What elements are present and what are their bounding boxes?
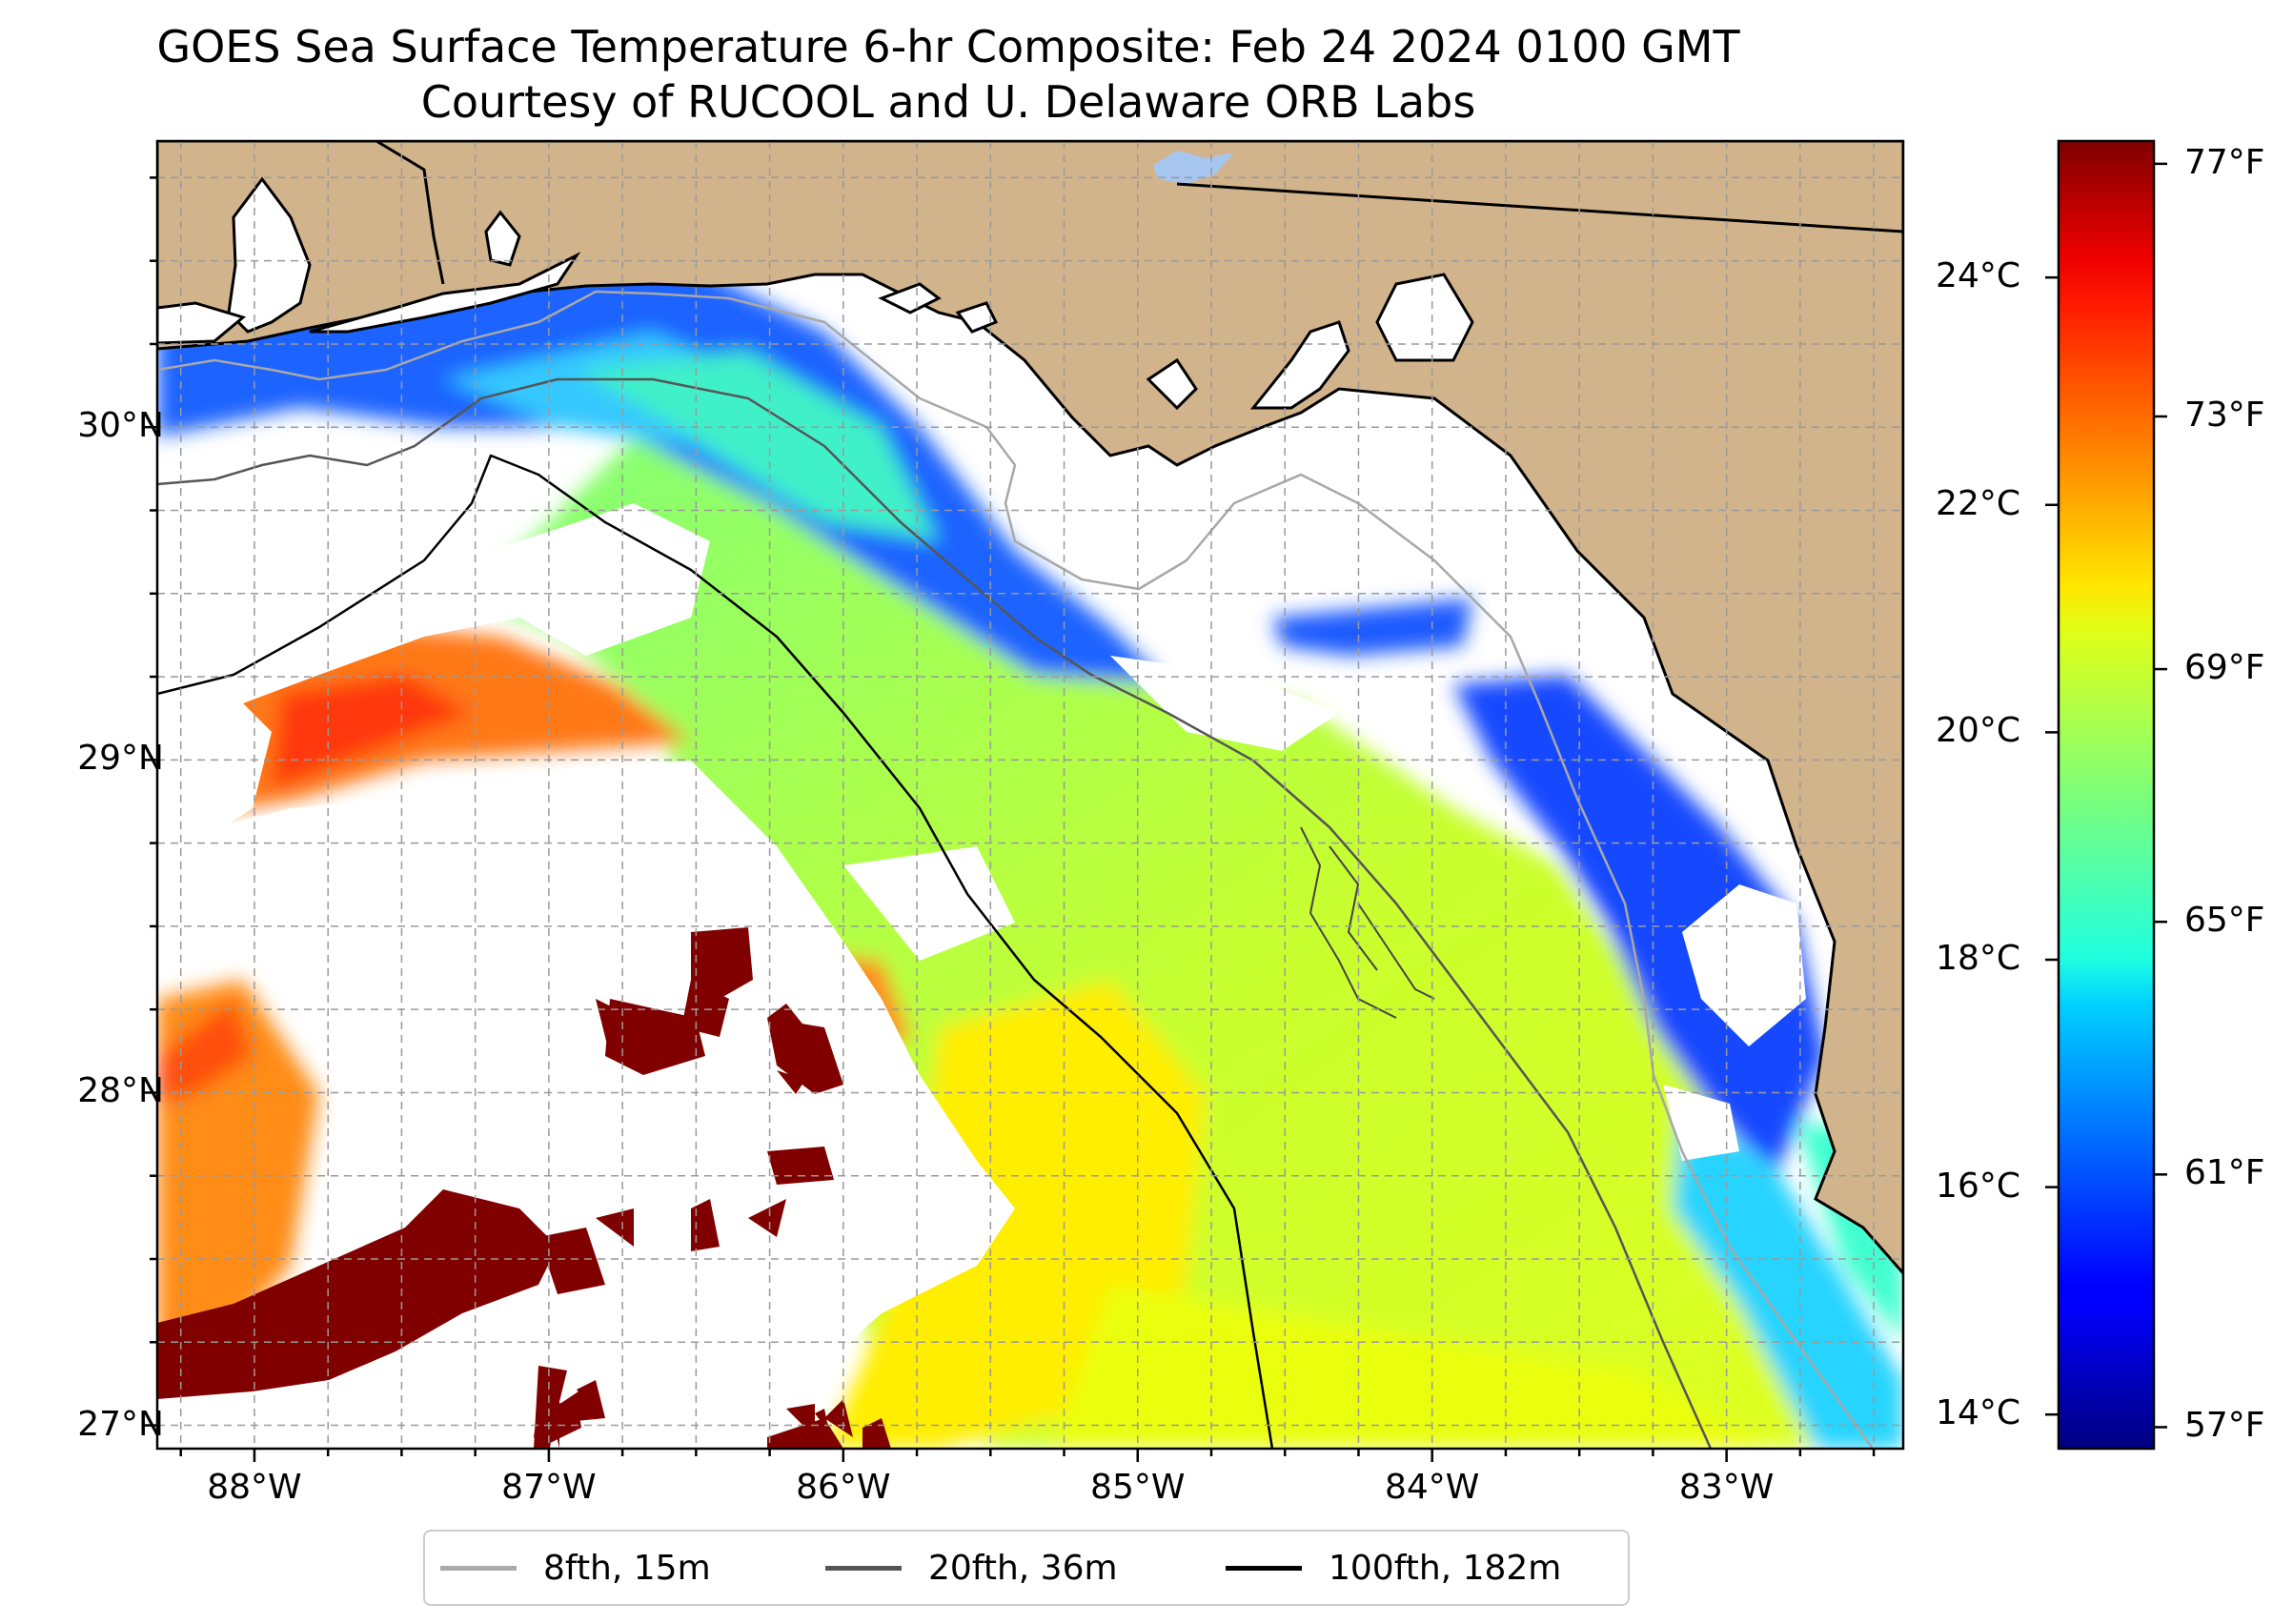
contour-8fth bbox=[157, 290, 1875, 1449]
legend-swatch bbox=[440, 1565, 517, 1571]
legend-swatch bbox=[825, 1565, 902, 1571]
lat-tick-label: 30°N bbox=[77, 406, 164, 446]
graticule bbox=[157, 141, 1903, 1449]
celsius-tick-label: 16°C bbox=[1936, 1166, 2020, 1206]
fahrenheit-tick-label: 57°F bbox=[2184, 1406, 2265, 1446]
lon-tick-label: 84°W bbox=[1384, 1468, 1480, 1507]
legend-label: 100fth, 182m bbox=[1329, 1548, 1562, 1588]
lon-tick-label: 85°W bbox=[1090, 1468, 1186, 1507]
celsius-tick-label: 14°C bbox=[1936, 1393, 2020, 1433]
legend-label: 20fth, 36m bbox=[928, 1548, 1118, 1588]
bays bbox=[157, 176, 1474, 411]
state-boundary bbox=[1176, 182, 1903, 233]
sst-map bbox=[144, 139, 1905, 1462]
lon-tick-label: 87°W bbox=[501, 1468, 597, 1507]
lat-tick-label: 27°N bbox=[77, 1404, 164, 1444]
fahrenheit-tick-label: 69°F bbox=[2184, 648, 2265, 688]
legend-item-20fth: 20fth, 36m bbox=[825, 1532, 1118, 1604]
legend-item-8fth: 8fth, 15m bbox=[440, 1532, 711, 1604]
lon-tick-label: 83°W bbox=[1678, 1468, 1775, 1507]
lat-tick-label: 29°N bbox=[77, 739, 164, 779]
celsius-tick-label: 18°C bbox=[1936, 938, 2020, 978]
fahrenheit-tick-label: 73°F bbox=[2184, 395, 2265, 435]
map-subtitle: Courtesy of RUCOOL and U. Delaware ORB L… bbox=[420, 76, 1476, 128]
lat-tick-label: 28°N bbox=[77, 1071, 164, 1111]
fahrenheit-tick-label: 65°F bbox=[2184, 901, 2265, 941]
contour-100fth bbox=[157, 454, 1274, 1449]
legend-swatch bbox=[1226, 1565, 1302, 1571]
celsius-tick-label: 20°C bbox=[1936, 711, 2020, 751]
contour-legend: 8fth, 15m 20fth, 36m 100fth, 182m bbox=[423, 1530, 1630, 1606]
legend-label: 8fth, 15m bbox=[543, 1548, 711, 1588]
contour-20fth bbox=[157, 377, 1713, 1449]
temperature-colorbar bbox=[2045, 139, 2167, 1451]
celsius-tick-label: 24°C bbox=[1936, 256, 2020, 296]
coast-islands bbox=[1300, 826, 1435, 1019]
fahrenheit-tick-label: 77°F bbox=[2184, 142, 2265, 182]
lon-tick-label: 86°W bbox=[796, 1468, 891, 1507]
lon-tick-label: 88°W bbox=[207, 1468, 302, 1507]
map-title: GOES Sea Surface Temperature 6-hr Compos… bbox=[156, 21, 1740, 72]
celsius-tick-label: 22°C bbox=[1936, 483, 2020, 523]
land bbox=[157, 141, 1903, 1276]
outlier-patches bbox=[157, 927, 891, 1449]
lake bbox=[1153, 151, 1234, 184]
bathymetry-contours bbox=[157, 290, 1875, 1449]
legend-item-100fth: 100fth, 182m bbox=[1226, 1532, 1561, 1604]
fahrenheit-tick-label: 61°F bbox=[2184, 1153, 2265, 1193]
